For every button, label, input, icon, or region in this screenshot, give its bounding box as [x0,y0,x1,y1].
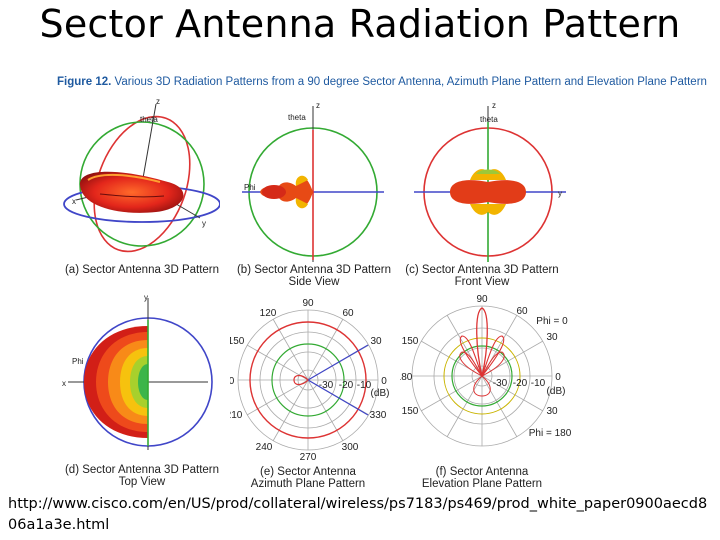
figure-label: Figure 12. [57,76,112,88]
angle-label-180: 180 [230,376,235,387]
angle-label-330: 30 [546,406,558,417]
panel-d-line1: (d) Sector Antenna 3D Pattern [64,464,220,476]
panel-b-label: (b) Sector Antenna 3D Pattern Side View [232,264,396,288]
angle-label-30: 30 [370,336,382,347]
angle-label-240: 240 [256,442,273,453]
axis-phi-label: Phi [72,357,84,366]
angle-label-330: 330 [370,410,387,421]
panel-a-line1: (a) Sector Antenna 3D Pattern [64,264,220,276]
angle-label-210: 210 [230,410,243,421]
angle-label-60: 60 [516,306,528,317]
angle-label-150: 150 [402,336,419,347]
phi-0-label: Phi = 0 [536,316,568,327]
angle-label-90: 90 [302,298,314,309]
panel-b-side-view: z theta Phi [242,101,384,262]
panel-d-top-view: y x Phi [62,293,213,450]
axis-theta-label: theta [480,115,498,124]
panel-e-azimuth-plot: 90 60 30 0 330 300 270 240 210 180 150 1… [230,298,390,463]
axis-x-label: x [62,379,66,388]
axis-y-label: y [202,219,206,228]
ring-label-10: -10 [531,378,546,389]
axis-z-label: z [156,97,160,106]
ring-label-30: -30 [319,380,334,391]
ring-label-20: -20 [513,378,528,389]
angle-label-120: 120 [260,308,277,319]
panel-d-line2: Top View [118,476,166,488]
panel-c-line2: Front View [454,276,510,288]
axis-y-label: y [144,293,148,302]
panel-f-line1: (f) Sector Antenna [435,466,529,478]
ring-label-10: -10 [357,380,372,391]
source-url: http://www.cisco.com/en/US/prod/collater… [8,496,708,533]
panel-b-line2: Side View [288,276,340,288]
panel-c-label: (c) Sector Antenna 3D Pattern Front View [400,264,564,288]
panel-b-line1: (b) Sector Antenna 3D Pattern [236,264,392,276]
unit-label-db: (dB) [547,386,566,397]
angle-label-150: 150 [230,336,245,347]
panel-e-line2: Azimuth Plane Pattern [250,478,366,490]
angle-label-270: 270 [300,452,317,463]
angle-label-300: 300 [342,442,359,453]
unit-label-db: (dB) [371,388,390,399]
panel-a-3d-pattern: z theta x y [63,97,220,253]
phi-180-label: Phi = 180 [529,428,572,439]
panel-f-label: (f) Sector Antenna Elevation Plane Patte… [400,466,564,490]
axis-y-label: y [558,189,562,198]
axis-theta-label: theta [288,113,306,122]
figure-caption: Figure 12. Various 3D Radiation Patterns… [57,76,707,88]
panel-e-label: (e) Sector Antenna Azimuth Plane Pattern [226,466,390,490]
angle-label-30: 30 [546,332,558,343]
panel-f-line2: Elevation Plane Pattern [421,478,543,490]
axis-z-label: z [316,101,320,110]
angle-label-180: 180 [400,372,413,383]
panel-a-label: (a) Sector Antenna 3D Pattern [60,264,224,276]
axis-x-label: x [72,197,76,206]
axis-z-label: z [492,101,496,110]
angle-label-0: 0 [555,372,561,383]
figure-caption-text: Various 3D Radiation Patterns from a 90 … [114,76,707,88]
angle-label-150-lower: 150 [402,406,419,417]
panel-d-label: (d) Sector Antenna 3D Pattern Top View [60,464,224,488]
angle-label-60: 60 [342,308,354,319]
panel-e-line1: (e) Sector Antenna [260,466,356,478]
slide-title: Sector Antenna Radiation Pattern [39,2,681,46]
angle-label-90: 90 [476,294,488,305]
ring-label-20: -20 [339,380,354,391]
panel-c-line1: (c) Sector Antenna 3D Pattern [405,264,559,276]
panel-c-front-view: z theta y [414,101,566,262]
panel-f-elevation-plot: 90 60 30 0 30 180 150 150 -30 -20 -10 (d… [400,294,572,447]
ring-label-30: -30 [493,378,508,389]
angle-label-0: 0 [381,376,387,387]
axis-theta-label: theta [140,115,158,124]
axis-phi-label: Phi [244,183,256,192]
